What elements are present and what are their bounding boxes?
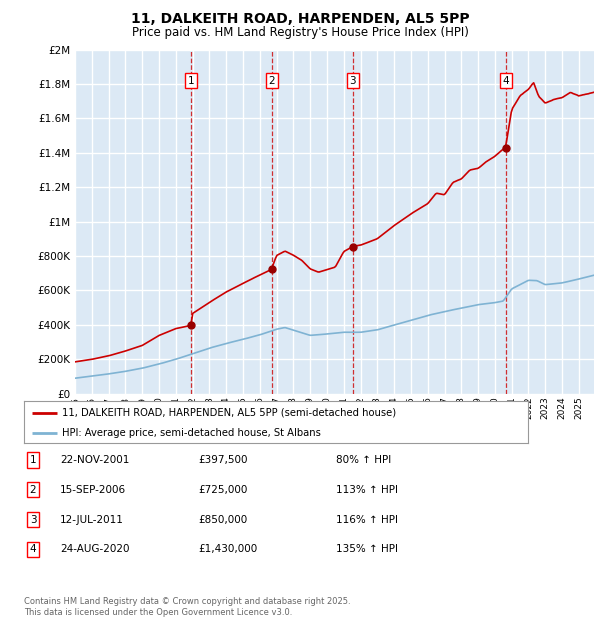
Text: 4: 4 <box>29 544 37 554</box>
Text: £397,500: £397,500 <box>198 455 248 465</box>
Text: 116% ↑ HPI: 116% ↑ HPI <box>336 515 398 525</box>
Text: £725,000: £725,000 <box>198 485 247 495</box>
Text: 80% ↑ HPI: 80% ↑ HPI <box>336 455 391 465</box>
Text: 2: 2 <box>268 76 275 86</box>
Text: 15-SEP-2006: 15-SEP-2006 <box>60 485 126 495</box>
Text: Contains HM Land Registry data © Crown copyright and database right 2025.
This d: Contains HM Land Registry data © Crown c… <box>24 598 350 617</box>
Text: 22-NOV-2001: 22-NOV-2001 <box>60 455 130 465</box>
Text: 4: 4 <box>503 76 509 86</box>
Text: 11, DALKEITH ROAD, HARPENDEN, AL5 5PP: 11, DALKEITH ROAD, HARPENDEN, AL5 5PP <box>131 12 469 27</box>
Text: £850,000: £850,000 <box>198 515 247 525</box>
Text: 113% ↑ HPI: 113% ↑ HPI <box>336 485 398 495</box>
Text: Price paid vs. HM Land Registry's House Price Index (HPI): Price paid vs. HM Land Registry's House … <box>131 26 469 39</box>
Text: 1: 1 <box>29 455 37 465</box>
Text: 11, DALKEITH ROAD, HARPENDEN, AL5 5PP (semi-detached house): 11, DALKEITH ROAD, HARPENDEN, AL5 5PP (s… <box>62 407 396 417</box>
Text: HPI: Average price, semi-detached house, St Albans: HPI: Average price, semi-detached house,… <box>62 428 320 438</box>
Text: 12-JUL-2011: 12-JUL-2011 <box>60 515 124 525</box>
Text: 2: 2 <box>29 485 37 495</box>
Text: 135% ↑ HPI: 135% ↑ HPI <box>336 544 398 554</box>
Text: 24-AUG-2020: 24-AUG-2020 <box>60 544 130 554</box>
Text: 1: 1 <box>188 76 194 86</box>
Text: £1,430,000: £1,430,000 <box>198 544 257 554</box>
Text: 3: 3 <box>349 76 356 86</box>
Text: 3: 3 <box>29 515 37 525</box>
